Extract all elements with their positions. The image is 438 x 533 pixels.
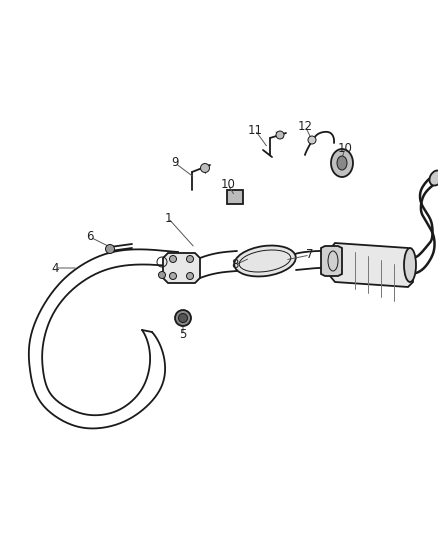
Circle shape: [170, 255, 177, 262]
Ellipse shape: [337, 156, 347, 170]
Circle shape: [308, 136, 316, 144]
Text: 5: 5: [179, 328, 187, 342]
Text: 11: 11: [247, 124, 262, 136]
Text: 8: 8: [231, 259, 239, 271]
Circle shape: [187, 255, 194, 262]
Polygon shape: [163, 253, 200, 283]
Text: 9: 9: [171, 157, 179, 169]
Text: 12: 12: [297, 119, 312, 133]
Circle shape: [106, 245, 114, 254]
Ellipse shape: [234, 246, 296, 277]
Polygon shape: [330, 243, 413, 287]
Polygon shape: [321, 246, 342, 276]
Text: 10: 10: [221, 179, 236, 191]
Circle shape: [159, 271, 166, 279]
Circle shape: [276, 131, 284, 139]
Circle shape: [170, 272, 177, 279]
Text: 10: 10: [338, 141, 353, 155]
Circle shape: [179, 313, 187, 322]
Ellipse shape: [429, 171, 438, 185]
Text: 7: 7: [306, 248, 314, 262]
Circle shape: [201, 164, 209, 173]
Polygon shape: [227, 190, 243, 204]
Text: 6: 6: [86, 230, 94, 244]
Text: 1: 1: [164, 212, 172, 224]
Ellipse shape: [404, 248, 416, 282]
Circle shape: [175, 310, 191, 326]
Circle shape: [187, 272, 194, 279]
Ellipse shape: [331, 149, 353, 177]
Text: 4: 4: [51, 262, 59, 274]
